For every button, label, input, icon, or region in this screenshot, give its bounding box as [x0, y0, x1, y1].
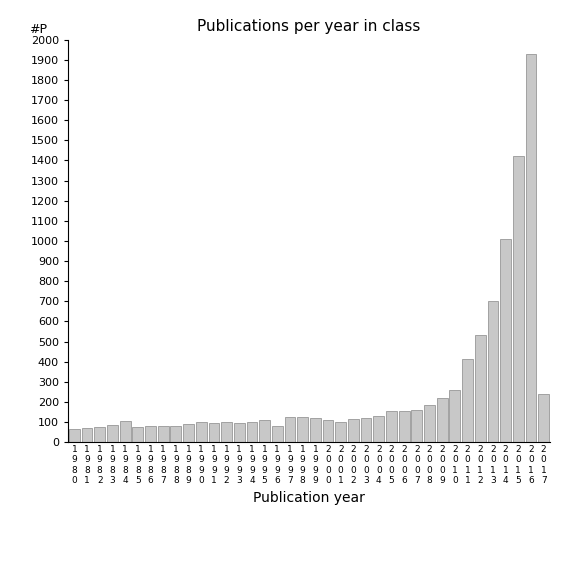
Bar	[272, 426, 283, 442]
Bar	[500, 239, 511, 442]
Bar	[386, 411, 397, 442]
Bar	[69, 429, 80, 442]
X-axis label: Publication year: Publication year	[253, 491, 365, 505]
Bar	[437, 398, 447, 442]
Bar	[221, 422, 232, 442]
Bar	[348, 419, 359, 442]
Bar	[107, 425, 118, 442]
Bar	[285, 417, 295, 442]
Bar	[462, 359, 473, 442]
Bar	[323, 420, 333, 442]
Bar	[374, 416, 384, 442]
Bar	[412, 410, 422, 442]
Bar	[488, 302, 498, 442]
Bar	[183, 424, 194, 442]
Bar	[209, 423, 219, 442]
Bar	[94, 427, 105, 442]
Bar	[259, 420, 270, 442]
Bar	[450, 390, 460, 442]
Bar	[171, 426, 181, 442]
Bar	[399, 411, 409, 442]
Bar	[196, 422, 206, 442]
Bar	[526, 54, 536, 442]
Bar	[310, 418, 321, 442]
Bar	[335, 422, 346, 442]
Title: Publications per year in class: Publications per year in class	[197, 19, 421, 35]
Bar	[297, 417, 308, 442]
Bar	[145, 426, 156, 442]
Text: #P: #P	[29, 23, 48, 36]
Bar	[133, 427, 143, 442]
Bar	[234, 423, 244, 442]
Bar	[513, 156, 524, 442]
Bar	[361, 418, 371, 442]
Bar	[120, 421, 130, 442]
Bar	[538, 394, 549, 442]
Bar	[247, 422, 257, 442]
Bar	[158, 426, 168, 442]
Bar	[424, 405, 435, 442]
Bar	[82, 428, 92, 442]
Bar	[475, 335, 485, 442]
